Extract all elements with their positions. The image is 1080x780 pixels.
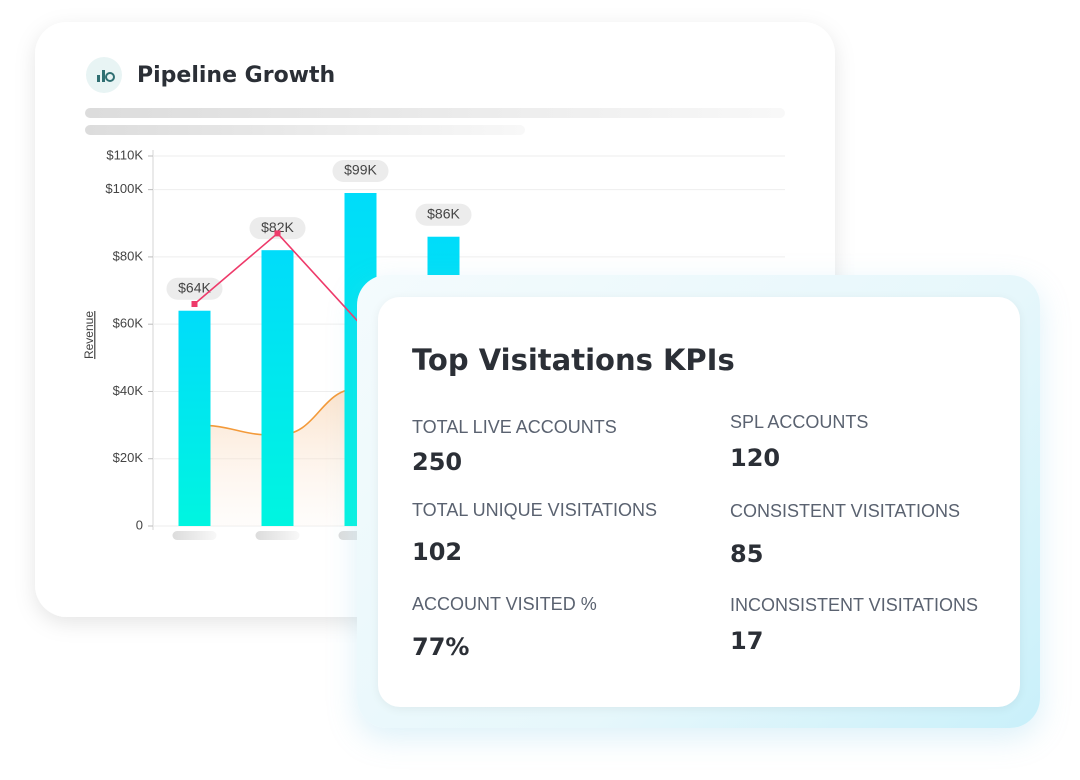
kpi-value: 77% xyxy=(412,633,470,661)
y-tick-label: 0 xyxy=(136,517,143,532)
y-tick-label: $40K xyxy=(113,383,144,398)
bar xyxy=(261,250,294,526)
kpi-card xyxy=(378,297,1020,707)
kpi-value: 120 xyxy=(730,444,781,472)
kpi-label: SPL ACCOUNTS xyxy=(730,412,869,432)
placeholder xyxy=(85,108,785,118)
chart-title: Pipeline Growth xyxy=(137,63,335,88)
y-tick-label: $100K xyxy=(105,181,143,196)
y-tick-label: $110K xyxy=(106,147,143,162)
icon-bar xyxy=(102,70,105,82)
value-label: $82K xyxy=(261,219,294,235)
placeholder xyxy=(85,125,525,135)
value-label: $99K xyxy=(344,162,377,178)
y-tick-label: $20K xyxy=(113,450,144,465)
kpi-label: TOTAL LIVE ACCOUNTS xyxy=(412,417,617,437)
kpi-label: TOTAL UNIQUE VISITATIONS xyxy=(412,500,658,520)
bar xyxy=(178,310,211,526)
kpi-value: 102 xyxy=(412,538,463,566)
kpi-title: Top Visitations KPIs xyxy=(412,343,735,377)
y-axis-label: Revenue xyxy=(82,311,96,359)
x-tick-placeholder xyxy=(172,531,217,540)
kpi-label: ACCOUNT VISITED % xyxy=(412,594,597,614)
value-label-bg xyxy=(415,203,472,226)
x-tick-placeholder xyxy=(255,531,300,540)
y-tick-label: $80K xyxy=(113,248,144,263)
value-label-bg xyxy=(332,160,389,182)
line-marker xyxy=(191,301,198,307)
kpi-label: INCONSISTENT VISITATIONS xyxy=(730,595,979,615)
value-label: $64K xyxy=(178,279,211,295)
icon-dot xyxy=(105,72,115,82)
line-marker xyxy=(274,230,281,237)
kpi-value: 17 xyxy=(730,627,764,655)
icon-bar xyxy=(97,75,100,82)
value-label-bg xyxy=(166,277,223,300)
kpi-value: 85 xyxy=(730,540,764,568)
y-tick-label: $60K xyxy=(113,316,144,331)
kpi-value: 250 xyxy=(412,448,463,476)
kpi-label: CONSISTENT VISITATIONS xyxy=(730,501,961,521)
value-label-bg xyxy=(249,217,306,240)
value-label: $86K xyxy=(427,205,460,221)
